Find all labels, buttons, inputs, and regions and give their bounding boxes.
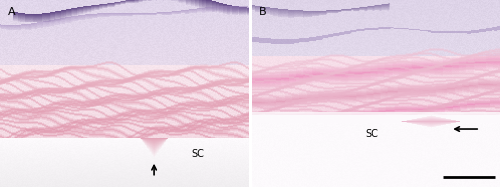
Text: SC: SC bbox=[192, 149, 204, 159]
Text: SC: SC bbox=[366, 129, 378, 139]
Text: A: A bbox=[8, 7, 15, 17]
Text: B: B bbox=[259, 7, 266, 17]
